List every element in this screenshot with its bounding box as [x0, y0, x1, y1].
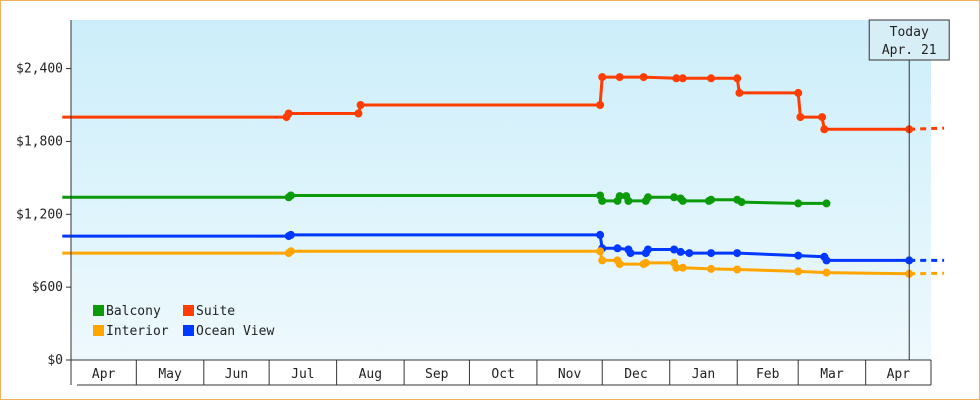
- x-tick-label: Aug: [359, 367, 382, 382]
- x-tick-label: Apr: [92, 367, 116, 382]
- legend-swatch-balcony: [93, 305, 104, 316]
- x-tick-label: Mar: [820, 367, 844, 382]
- today-date-label: Apr. 21: [882, 43, 937, 58]
- data-point-suite: [598, 73, 607, 82]
- data-point-interior: [733, 265, 742, 274]
- data-point-suite: [356, 101, 365, 109]
- data-point-balcony: [794, 199, 803, 208]
- x-tick-label: May: [158, 367, 182, 382]
- today-label: Today: [890, 25, 929, 40]
- series-projection-interior: [909, 271, 945, 276]
- legend-swatch-suite: [183, 305, 194, 316]
- plot-area: [71, 20, 931, 360]
- x-tick-label: Jun: [225, 367, 248, 382]
- data-point-suite: [820, 125, 829, 134]
- data-point-suite: [284, 109, 293, 118]
- legend-label-suite: Suite: [196, 304, 235, 319]
- data-point-ocean-view: [596, 230, 605, 239]
- data-point-ocean-view: [822, 256, 831, 265]
- data-point-ocean-view: [613, 244, 622, 253]
- y-tick-label: $0: [47, 353, 63, 368]
- legend-label-balcony: Balcony: [106, 304, 161, 319]
- data-point-interior: [286, 247, 295, 256]
- data-point-interior: [794, 267, 803, 276]
- x-tick-label: Sep: [425, 367, 449, 382]
- data-point-suite: [818, 113, 827, 122]
- data-point-suite: [354, 109, 363, 118]
- data-point-suite: [735, 88, 744, 97]
- data-point-interior: [822, 268, 831, 277]
- x-tick-label: Jan: [692, 367, 715, 382]
- data-point-balcony: [737, 198, 746, 207]
- data-point-ocean-view: [685, 249, 694, 258]
- y-tick-label: $1,200: [16, 207, 63, 222]
- data-point-interior: [641, 258, 650, 267]
- data-point-suite: [794, 88, 803, 97]
- data-point-balcony: [624, 196, 633, 205]
- data-point-suite: [733, 74, 742, 83]
- data-point-balcony: [598, 196, 607, 205]
- data-point-balcony: [707, 195, 716, 204]
- data-point-suite: [796, 113, 805, 122]
- data-point-balcony: [670, 193, 679, 202]
- legend-label-ocean-view: Ocean View: [196, 324, 274, 339]
- data-point-ocean-view: [644, 245, 652, 254]
- data-point-suite: [615, 73, 624, 82]
- data-point-suite: [678, 74, 687, 83]
- data-point-interior: [672, 263, 681, 272]
- data-point-balcony: [615, 192, 624, 201]
- y-tick-label: $600: [32, 280, 63, 295]
- x-tick-label: Jul: [291, 367, 314, 382]
- x-tick-label: Apr: [887, 367, 911, 382]
- data-point-interior: [615, 260, 624, 269]
- today-box: [868, 19, 950, 61]
- data-point-ocean-view: [794, 251, 803, 260]
- data-point-balcony: [678, 196, 687, 205]
- data-point-ocean-view: [707, 249, 716, 258]
- x-tick-label: Oct: [491, 367, 514, 382]
- data-point-suite: [672, 74, 681, 83]
- data-point-ocean-view: [286, 230, 295, 239]
- data-point-interior: [598, 256, 607, 265]
- y-tick-label: $2,400: [16, 62, 63, 77]
- x-tick-label: Feb: [756, 367, 780, 382]
- data-point-suite: [639, 73, 648, 82]
- y-tick-label: $1,800: [16, 134, 63, 149]
- legend-label-interior: Interior: [106, 324, 169, 339]
- data-point-balcony: [822, 199, 831, 208]
- legend-swatch-ocean-view: [183, 325, 194, 336]
- data-point-ocean-view: [670, 245, 679, 254]
- data-point-ocean-view: [676, 247, 685, 256]
- legend-swatch-interior: [93, 325, 104, 336]
- data-point-interior: [707, 264, 716, 273]
- data-point-ocean-view: [626, 249, 635, 258]
- data-point-suite: [707, 74, 716, 83]
- data-point-suite: [596, 101, 605, 109]
- x-tick-label: Nov: [558, 367, 582, 382]
- data-point-balcony: [644, 193, 652, 202]
- x-tick-label: Dec: [624, 367, 647, 382]
- series-projection-suite: [909, 126, 945, 131]
- data-point-balcony: [286, 191, 295, 200]
- data-point-ocean-view: [733, 249, 742, 258]
- data-point-interior: [596, 247, 605, 256]
- data-point-interior: [678, 263, 687, 272]
